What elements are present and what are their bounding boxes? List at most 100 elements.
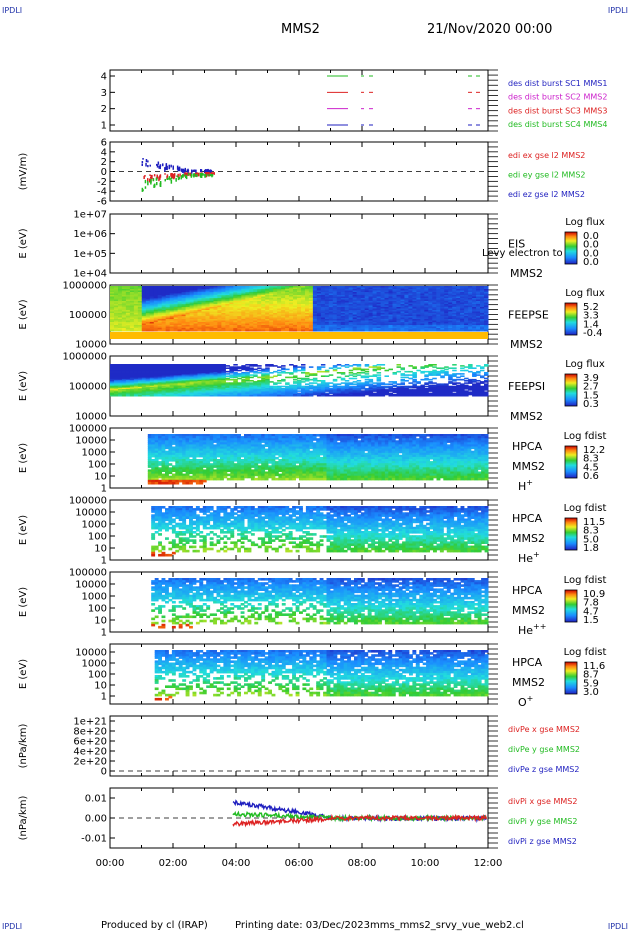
spectrogram-cell xyxy=(293,317,298,320)
spectrogram-cell xyxy=(436,328,441,330)
spectrogram-cell xyxy=(444,293,449,296)
spectrogram-cell xyxy=(404,322,409,324)
spectrogram-cell xyxy=(269,322,274,324)
spectrogram-cell xyxy=(269,372,274,374)
spectrogram-cell xyxy=(181,314,187,317)
spectrogram-cell xyxy=(185,367,191,369)
spectrogram-cell xyxy=(153,322,159,324)
spectrogram-cell xyxy=(141,329,147,332)
spectrogram-cell xyxy=(472,292,477,294)
spectrogram-cell xyxy=(464,329,469,332)
spectrogram-cell xyxy=(324,313,330,315)
spectrogram-cell xyxy=(297,305,302,308)
spectrogram-cell xyxy=(253,302,258,305)
spectrogram-cell xyxy=(301,393,306,396)
edi-point xyxy=(144,179,147,184)
spectrogram-cell xyxy=(265,290,270,293)
spectrogram-cell xyxy=(269,386,274,389)
spectrogram-cell xyxy=(141,372,147,374)
spectrogram-cell xyxy=(368,317,374,320)
spectrogram-cell xyxy=(257,389,262,391)
spectrogram-cell xyxy=(129,364,135,366)
spectrogram-cell xyxy=(293,381,298,383)
spectrogram-cell xyxy=(177,296,183,299)
spectrogram-cell xyxy=(241,286,246,288)
spectrogram-cell xyxy=(129,287,135,290)
spectrogram-cell xyxy=(257,380,262,382)
spectrogram-cell xyxy=(404,301,409,303)
spectrogram-cell xyxy=(137,389,143,391)
spectrogram-cell xyxy=(185,393,191,396)
spectrogram-cell xyxy=(209,389,214,391)
spectrogram-cell xyxy=(217,373,222,375)
edi-point xyxy=(144,186,147,189)
spectrogram-cell xyxy=(328,293,334,296)
spectrogram-cell xyxy=(312,388,318,390)
spectrogram-cell xyxy=(173,326,179,329)
spectrogram-cell xyxy=(388,316,393,318)
spectrogram-cell xyxy=(185,380,191,382)
spectrogram-cell xyxy=(320,314,326,317)
spectrogram-cell xyxy=(257,326,262,329)
spectrogram-cell xyxy=(197,326,202,329)
spectrogram-cell xyxy=(185,383,191,385)
spectrogram-cell xyxy=(472,299,477,302)
spectrogram-cell xyxy=(221,373,226,375)
spectrogram-cell xyxy=(253,383,258,385)
spectrogram-cell xyxy=(480,326,485,329)
spectrogram-cell xyxy=(269,304,274,306)
spectrogram-cell xyxy=(265,308,270,311)
spectrogram-cell xyxy=(141,323,147,326)
spectrogram-cell xyxy=(173,389,179,391)
spectrogram-cell xyxy=(297,369,302,372)
spectrogram-cell xyxy=(185,304,191,306)
spectrogram-cell xyxy=(281,289,286,291)
spectrogram-cell xyxy=(181,316,187,318)
spectrogram-cell xyxy=(209,369,214,372)
edi-point xyxy=(213,172,215,175)
spectrogram-cell xyxy=(440,323,445,326)
spectrogram-cell xyxy=(185,392,191,395)
spectrogram-cell xyxy=(428,308,433,311)
spectrogram-cell xyxy=(161,310,167,312)
spectrogram-cell xyxy=(209,382,214,384)
spectrogram-cell xyxy=(444,298,449,300)
spectrogram-cell xyxy=(348,290,354,293)
spectrogram-cell xyxy=(269,329,274,332)
spectrogram-cell xyxy=(173,314,179,317)
spectrogram-cell xyxy=(229,305,234,308)
spectrogram-cell xyxy=(380,295,386,297)
spectrogram-cell xyxy=(229,295,234,297)
edi-point xyxy=(150,178,152,181)
spectrogram-cell xyxy=(253,370,258,373)
spectrogram-cell xyxy=(316,392,322,395)
spectrogram-cell xyxy=(464,319,469,321)
spectrogram-cell xyxy=(157,365,163,367)
spectrogram-cell xyxy=(249,386,254,389)
spectrogram-cell xyxy=(141,317,147,320)
spectrogram-cell xyxy=(380,301,386,303)
spectrogram-cell xyxy=(213,376,218,379)
spectrogram-cell xyxy=(416,304,421,306)
spectrogram-cell xyxy=(253,316,258,318)
spectrogram-cell xyxy=(372,313,378,315)
spectrogram-cell xyxy=(137,365,143,367)
spectrogram-cell xyxy=(281,389,286,391)
spectrogram-cell xyxy=(400,328,405,330)
spectrogram-cell xyxy=(472,307,477,309)
spectrogram-cell xyxy=(205,308,210,311)
spectrogram-cell xyxy=(205,311,210,314)
spectrogram-cell xyxy=(189,389,195,391)
spectrogram-cell xyxy=(480,305,485,308)
corner-label-bottom-left: IPDLI xyxy=(2,922,23,931)
spectrogram-cell xyxy=(217,380,222,382)
spectrogram-cell xyxy=(468,304,473,306)
spectrogram-cell xyxy=(137,286,143,288)
spectrogram-cell xyxy=(436,302,441,305)
spectrogram-cell xyxy=(261,378,266,381)
spectrogram-cell xyxy=(209,295,214,297)
spectrogram-cell xyxy=(185,295,191,297)
spectrogram-cell xyxy=(332,308,338,311)
spectrogram-cell xyxy=(340,305,346,308)
spectrogram-cell xyxy=(193,298,199,300)
